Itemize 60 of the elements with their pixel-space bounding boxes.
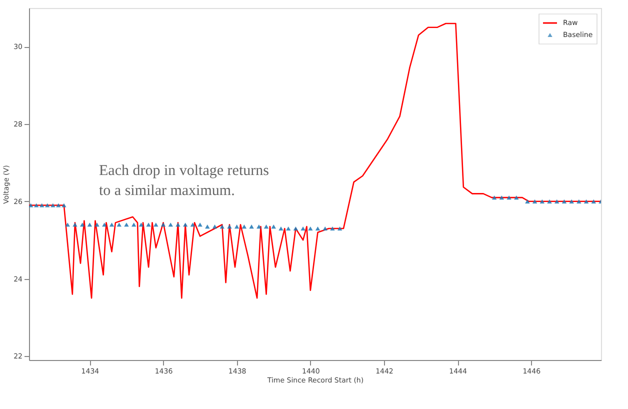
point: [50, 203, 56, 208]
point: [584, 199, 589, 204]
point: [322, 226, 328, 231]
point: [547, 199, 552, 204]
point: [234, 224, 240, 229]
point: [308, 226, 313, 231]
point: [160, 222, 166, 227]
point: [94, 222, 100, 227]
annotation: Each drop in voltage returns to a similar maximum.: [99, 163, 270, 199]
point: [146, 222, 151, 227]
point: [56, 203, 61, 208]
point: [591, 199, 596, 204]
point: [40, 203, 44, 208]
point: [315, 226, 320, 231]
point: [492, 196, 497, 200]
point: [154, 222, 158, 227]
point: [65, 222, 70, 227]
point: [87, 222, 92, 227]
point: [554, 199, 560, 204]
point: [286, 226, 291, 231]
point: [330, 226, 335, 231]
point: [271, 224, 276, 229]
point: [337, 226, 342, 231]
point: [182, 222, 188, 227]
point: [293, 226, 298, 231]
point: [220, 224, 224, 229]
point: [138, 222, 144, 227]
point: [514, 196, 519, 200]
point: [242, 224, 247, 229]
point: [300, 226, 306, 231]
point: [540, 199, 544, 204]
point: [256, 224, 262, 229]
point: [532, 199, 538, 204]
point: [45, 203, 50, 208]
point: [34, 203, 39, 208]
point: [562, 199, 567, 204]
point: [29, 203, 34, 208]
point: [525, 199, 530, 204]
point: [62, 203, 66, 208]
point: [131, 222, 136, 227]
point: [506, 196, 512, 200]
point: [205, 224, 210, 229]
point: [168, 222, 173, 227]
point: [109, 222, 114, 227]
point: [499, 196, 504, 200]
point: [264, 224, 269, 229]
point: [72, 222, 78, 227]
point: [227, 224, 232, 229]
point: [116, 222, 122, 227]
point: [569, 199, 574, 204]
point: [198, 222, 202, 227]
point: [124, 222, 129, 227]
point: [576, 199, 582, 204]
point: [278, 226, 284, 231]
point: [176, 222, 180, 227]
point: [102, 222, 107, 227]
point: [80, 222, 85, 227]
point: [212, 224, 218, 229]
point: [190, 222, 196, 227]
point: [249, 224, 254, 229]
